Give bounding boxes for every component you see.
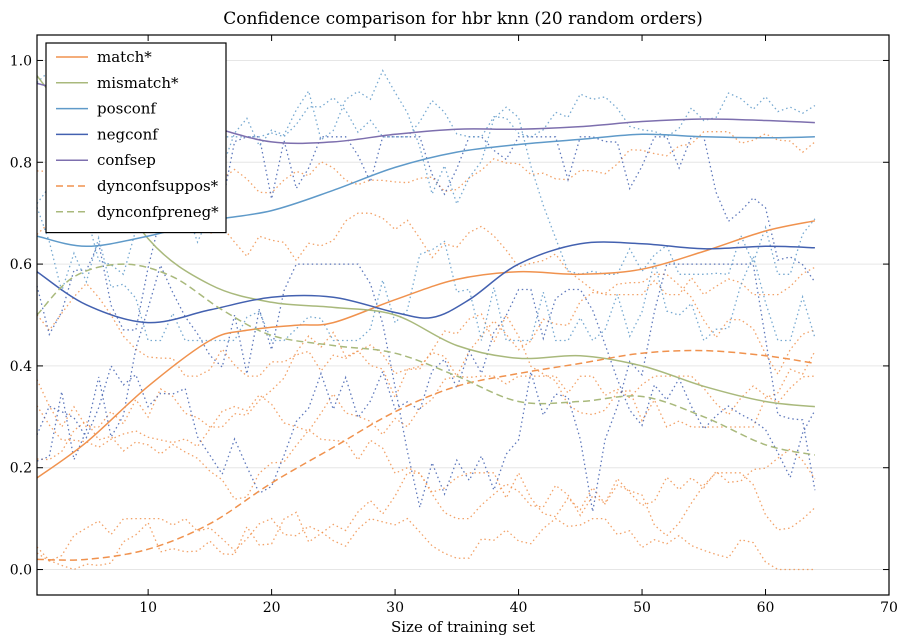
legend-box (45, 42, 227, 234)
series-line-negconf (36, 241, 815, 324)
order-dotted-line (36, 288, 816, 495)
series-line-posconf (36, 133, 815, 248)
axes-frame (36, 34, 890, 596)
x-tick-label: 50 (633, 600, 651, 616)
order-dotted-line (36, 375, 815, 449)
x-tick-label: 10 (139, 600, 157, 616)
y-tick-label: 0.4 (10, 359, 32, 375)
x-tick-label: 30 (386, 600, 404, 616)
x-tick-label: 20 (263, 600, 281, 616)
y-tick-label: 1.0 (10, 53, 32, 69)
legend-label: posconf (97, 100, 157, 118)
legend-label: dynconfpreneg* (97, 203, 219, 221)
legend-label: confsep (97, 151, 156, 169)
order-dotted-line (36, 263, 816, 512)
y-tick-label: 0.2 (10, 461, 32, 477)
order-dotted-line (36, 420, 816, 520)
order-dotted-line (36, 59, 816, 138)
axis-ticks: 0.0 0.2 0.4 0.6 0.8 1.0 10 20 30 40 50 60 70 (10, 35, 898, 616)
order-dotted-line (36, 131, 816, 194)
series-line-match (36, 220, 816, 479)
x-tick-label: 70 (880, 600, 898, 616)
legend-label: dynconfsuppos* (97, 177, 219, 195)
order-dotted-line (36, 517, 815, 571)
series-line-dynconfpreneg (36, 263, 816, 456)
y-tick-label: 0.6 (10, 257, 32, 273)
x-axis-label: Size of training set (391, 618, 535, 636)
legend-label: mismatch* (97, 74, 179, 92)
legend: match* mismatch* posconf negconf confsep dync… (45, 42, 227, 234)
chart-title: Confidence comparison for hbr knn (20 ra… (223, 9, 703, 29)
series-lines (36, 75, 816, 561)
y-tick-label: 0.8 (10, 155, 32, 171)
order-dotted-line (36, 69, 816, 276)
x-tick-label: 60 (757, 600, 775, 616)
series-line-dynconfsuppos (36, 349, 816, 561)
x-tick-label: 40 (510, 600, 528, 616)
y-tick-label: 0.0 (10, 563, 32, 579)
legend-label: negconf (97, 125, 159, 143)
legend-label: match* (97, 48, 152, 66)
order-dotted-line (36, 313, 816, 429)
